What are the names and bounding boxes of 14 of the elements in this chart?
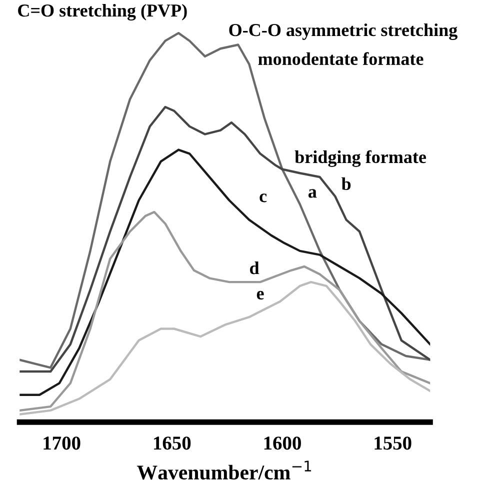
annotation: O-C-O asymmetric stretching	[229, 23, 458, 40]
series-label: d	[250, 262, 260, 274]
annotation: monodentate formate	[258, 52, 424, 66]
x-axis-title: Wavenumber/cm$^{−1}$	[137, 460, 312, 480]
series-label: b	[342, 177, 351, 190]
x-tick-label: 1700	[44, 436, 80, 450]
x-tick-label: 1650	[154, 436, 191, 450]
x-tick-label: 1600	[264, 436, 301, 450]
series-label: a	[308, 189, 317, 198]
text: C=O stretching (PVP)	[18, 4, 187, 20]
annotation: bridging formate	[294, 150, 426, 167]
series-label: e	[256, 290, 264, 300]
series-label: c	[260, 194, 267, 202]
x-tick-label: 1550	[374, 436, 412, 450]
